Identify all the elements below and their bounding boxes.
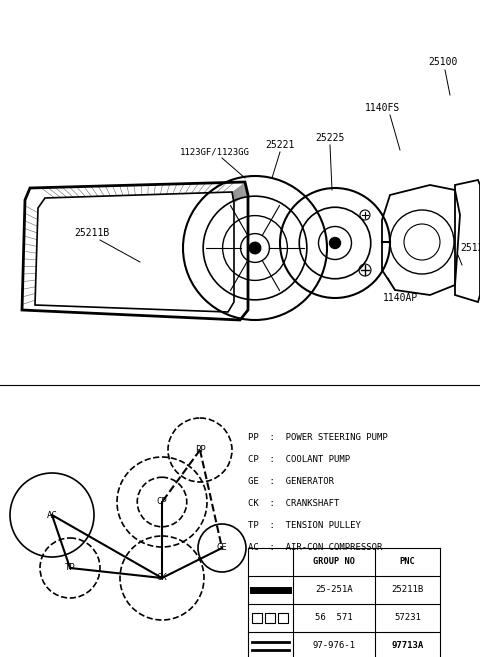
Text: PP: PP bbox=[194, 445, 205, 455]
Text: 25225: 25225 bbox=[315, 133, 345, 143]
Text: TP: TP bbox=[65, 564, 75, 572]
Bar bbox=[278, 613, 288, 623]
Text: 25100: 25100 bbox=[428, 57, 458, 67]
Text: 97713A: 97713A bbox=[391, 641, 424, 650]
Text: TP  :  TENSION PULLEY: TP : TENSION PULLEY bbox=[248, 522, 361, 530]
Text: 25124: 25124 bbox=[460, 243, 480, 253]
Text: CK  :  CRANKSHAFT: CK : CRANKSHAFT bbox=[248, 499, 339, 509]
Text: 25211B: 25211B bbox=[391, 585, 424, 595]
Circle shape bbox=[329, 237, 340, 248]
Text: 1123GF/1123GG: 1123GF/1123GG bbox=[180, 148, 250, 156]
Text: 25211B: 25211B bbox=[74, 228, 109, 238]
Bar bbox=[265, 613, 275, 623]
Text: CP: CP bbox=[156, 497, 168, 507]
Text: 56  571: 56 571 bbox=[315, 614, 353, 622]
Text: 97-976-1: 97-976-1 bbox=[312, 641, 356, 650]
Text: AC: AC bbox=[47, 510, 58, 520]
Text: AC  :  AIR-CON COMPRESSOR: AC : AIR-CON COMPRESSOR bbox=[248, 543, 383, 553]
Text: GE  :  GENERATOR: GE : GENERATOR bbox=[248, 478, 334, 486]
Text: 25221: 25221 bbox=[265, 140, 295, 150]
Text: 1140FS: 1140FS bbox=[364, 103, 400, 113]
Text: 1140AP: 1140AP bbox=[383, 293, 418, 303]
Bar bbox=[252, 613, 262, 623]
Text: 57231: 57231 bbox=[394, 614, 421, 622]
Text: PP  :  POWER STEERING PUMP: PP : POWER STEERING PUMP bbox=[248, 434, 388, 443]
Text: GROUP NO: GROUP NO bbox=[313, 558, 355, 566]
Text: 25-251A: 25-251A bbox=[315, 585, 353, 595]
Text: GE: GE bbox=[216, 543, 228, 553]
Text: CK: CK bbox=[156, 574, 168, 583]
Text: PNC: PNC bbox=[400, 558, 415, 566]
Text: CP  :  COOLANT PUMP: CP : COOLANT PUMP bbox=[248, 455, 350, 464]
Circle shape bbox=[249, 242, 261, 254]
